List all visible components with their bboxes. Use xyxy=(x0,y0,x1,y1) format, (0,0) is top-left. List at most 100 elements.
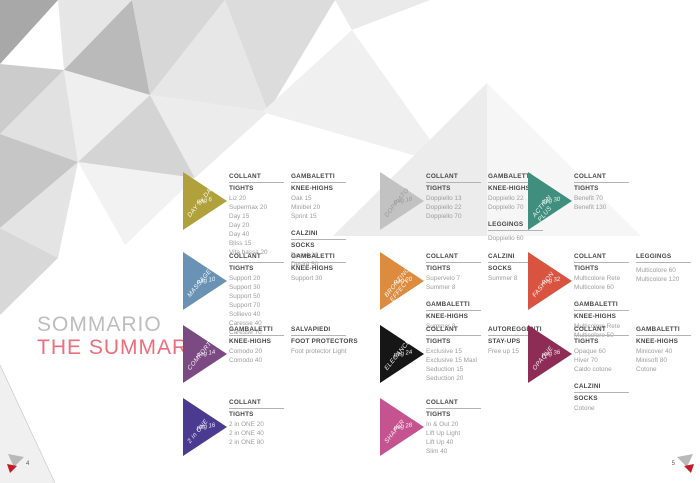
list-title-italian: COLLANT xyxy=(574,173,629,183)
product-items: Cotone xyxy=(574,405,629,412)
section-triangle: MASSAGE pag 10 xyxy=(183,252,227,310)
triangle-icon xyxy=(380,252,424,310)
list-title-italian: CALZINI xyxy=(574,383,629,393)
list-title-italian: GAMBALETTI xyxy=(488,173,543,183)
product-list-column: SALVAPIEDI FOOT PROTECTORS Foot protector … xyxy=(291,326,358,366)
catalog-section: ELEGANCE pag 24 COLLANT TIGHTS Exclusive 1… xyxy=(380,325,543,384)
product-list-column: CALZINI SOCKS Summer 8 xyxy=(488,253,543,332)
product-item: Desirè 50 xyxy=(291,261,319,268)
product-items: Doppiello 60 xyxy=(488,235,543,242)
product-item: Foot protector Light xyxy=(291,348,347,355)
product-list-column: COLLANT TIGHTS In & Out 20 Lift Up Light Lif… xyxy=(426,399,481,457)
product-item: Support 30 xyxy=(229,284,261,291)
product-item: Seduction 20 xyxy=(426,375,464,382)
list-title-italian: GAMBALETTI xyxy=(229,326,284,336)
product-item: Summer 8 xyxy=(426,323,456,330)
product-item: Minibel 20 xyxy=(291,204,321,211)
product-list: AUTOREGGENTI STAY-UPS Free up 15 xyxy=(488,326,543,357)
product-item: Exclusive 15 xyxy=(426,348,462,355)
section-lists: COLLANT TIGHTS Supervelo 7 Summer 8 GAMBALET… xyxy=(426,252,543,332)
list-title-english: KNEE-HIGHS xyxy=(488,184,531,192)
catalog-section: SHAPER pag 28 COLLANT TIGHTS In & Out 20 Li… xyxy=(380,398,481,457)
product-list: LEGGINGS Doppiello 60 xyxy=(488,221,543,244)
product-items: Doppiello 13 Doppiello 22 Doppiello 70 xyxy=(426,195,481,220)
list-title-english: KNEE-HIGHS xyxy=(291,264,334,272)
section-lists: COLLANT TIGHTS In & Out 20 Lift Up Light Lif… xyxy=(426,398,481,457)
catalog-section: 2 in ONE pag 16 COLLANT TIGHTS 2 in ONE 20… xyxy=(183,398,284,456)
product-item: Doppiello 70 xyxy=(426,213,462,220)
product-item: Sprint 15 xyxy=(291,213,317,220)
triangle-icon xyxy=(380,398,424,456)
page-title-italian: SOMMARIO xyxy=(37,313,162,336)
list-title-italian: CALZINI xyxy=(488,253,543,263)
list-title-italian: COLLANT xyxy=(229,253,284,263)
product-item: Exclusive 15 Maxi xyxy=(426,357,478,364)
product-item: Cotone xyxy=(574,405,595,412)
section-triangle: DAY by DAY pag 6 xyxy=(183,172,227,230)
section-lists: COLLANT TIGHTS Doppiello 13 Doppiello 22 Dop… xyxy=(426,172,543,244)
product-list: GAMBALETTI KNEE-HIGHS Support 30 xyxy=(291,253,346,284)
product-item: Benefit 70 xyxy=(574,195,603,202)
product-list: CALZINI SOCKS Desirè 20 Desirè 50 xyxy=(291,230,346,270)
product-list-column: GAMBALETTI KNEE-HIGHS Doppiello 22 Doppiell… xyxy=(488,173,543,244)
product-list: COLLANT TIGHTS Multicolore Rete Multicolore… xyxy=(574,253,629,293)
product-item: Day 40 xyxy=(229,231,250,238)
list-title-english: TIGHTS xyxy=(426,410,451,418)
product-list-column: LEGGINGS Multicolore 60 Multicolore 120 xyxy=(636,253,691,341)
catalog-section: BRONZING EFFECT pag 20 COLLANT TIGHTS Supe… xyxy=(380,252,543,332)
product-item: Slim 40 xyxy=(426,448,448,455)
list-title-italian: COLLANT xyxy=(229,399,284,409)
product-item: Sollievo 40 xyxy=(229,311,261,318)
product-items: Summer 8 xyxy=(488,275,543,282)
product-item: Liz 20 xyxy=(229,195,247,202)
list-title-english: TIGHTS xyxy=(574,337,599,345)
product-item: Day 15 xyxy=(229,213,250,220)
list-title-english: TIGHTS xyxy=(574,264,599,272)
product-items: Doppiello 22 Doppiello 70 xyxy=(488,195,543,211)
product-item: Comodo 20 xyxy=(229,348,263,355)
list-title-english: SOCKS xyxy=(291,241,315,249)
product-items: Supervelo 7 Summer 8 xyxy=(426,275,481,291)
section-triangle: OPAQUE pag 36 xyxy=(528,325,572,383)
product-list: COLLANT TIGHTS In & Out 20 Lift Up Light Lif… xyxy=(426,399,481,457)
section-triangle: 2 in ONE pag 16 xyxy=(183,398,227,456)
product-item: Caresse 40 xyxy=(229,320,262,327)
product-item: 2 in ONE 80 xyxy=(229,439,264,446)
list-title-english: SOCKS xyxy=(488,264,512,272)
product-list: GAMBALETTI KNEE-HIGHS Minicover 40 Minisoft… xyxy=(636,326,691,375)
product-list-column: COLLANT TIGHTS Doppiello 13 Doppiello 22 Dop… xyxy=(426,173,481,244)
list-title-italian: GAMBALETTI xyxy=(426,301,481,311)
page-title-english: THE SUMMARY xyxy=(37,335,203,359)
product-item: Free up 15 xyxy=(488,348,519,355)
product-list: GAMBALETTI KNEE-HIGHS Summer 8 xyxy=(426,301,481,332)
list-title-italian: GAMBALETTI xyxy=(636,326,691,336)
product-list-column: GAMBALETTI KNEE-HIGHS Support 30 xyxy=(291,253,346,338)
product-items: Foot protector Light xyxy=(291,348,346,355)
product-list-column: COLLANT TIGHTS Exclusive 15 Exclusive 15 Ma… xyxy=(426,326,481,384)
product-items: Support 20 Support 30 Support 50 Support 70… xyxy=(229,275,284,336)
product-list: SALVAPIEDI FOOT PROTECTORS Foot protector … xyxy=(291,326,358,357)
product-item: Support 70 xyxy=(229,302,261,309)
list-title-italian: SALVAPIEDI xyxy=(291,326,346,336)
product-item: Multicolore 60 xyxy=(636,266,676,274)
triangle-icon xyxy=(380,172,424,230)
section-lists: COLLANT TIGHTS Opaque 60 Hiver 70 Caldo coto… xyxy=(574,325,691,414)
section-triangle: DOPPIATO pag 18 xyxy=(380,172,424,230)
product-list: GAMBALETTI KNEE-HIGHS Comodo 20 Comodo 40 xyxy=(229,326,284,366)
product-list-column: COLLANT TIGHTS Benefit 70 Benefit 130 xyxy=(574,173,629,213)
section-lists: COLLANT TIGHTS Benefit 70 Benefit 130 xyxy=(574,172,629,213)
list-title-english: KNEE-HIGHS xyxy=(426,312,469,320)
product-items: Free up 15 xyxy=(488,348,543,355)
product-item: In & Out 20 xyxy=(426,421,459,428)
product-items: Oak 15 Minibel 20 Sprint 15 xyxy=(291,195,346,220)
list-title-italian: COLLANT xyxy=(426,173,481,183)
product-items: Exclusive 15 Exclusive 15 Maxi Seduction 1… xyxy=(426,348,481,382)
product-item: 2 in ONE 40 xyxy=(229,430,264,437)
section-triangle: FASHION pag 32 xyxy=(528,252,572,310)
corner-page-marker-icon xyxy=(7,454,24,473)
product-item: Multicolore 60 xyxy=(574,284,614,291)
product-item: Opaque 60 xyxy=(574,348,606,355)
product-items: Desirè 20 Desirè 50 xyxy=(291,252,346,268)
list-title-english: KNEE-HIGHS xyxy=(636,337,679,345)
corner-page-marker-icon xyxy=(677,454,694,473)
